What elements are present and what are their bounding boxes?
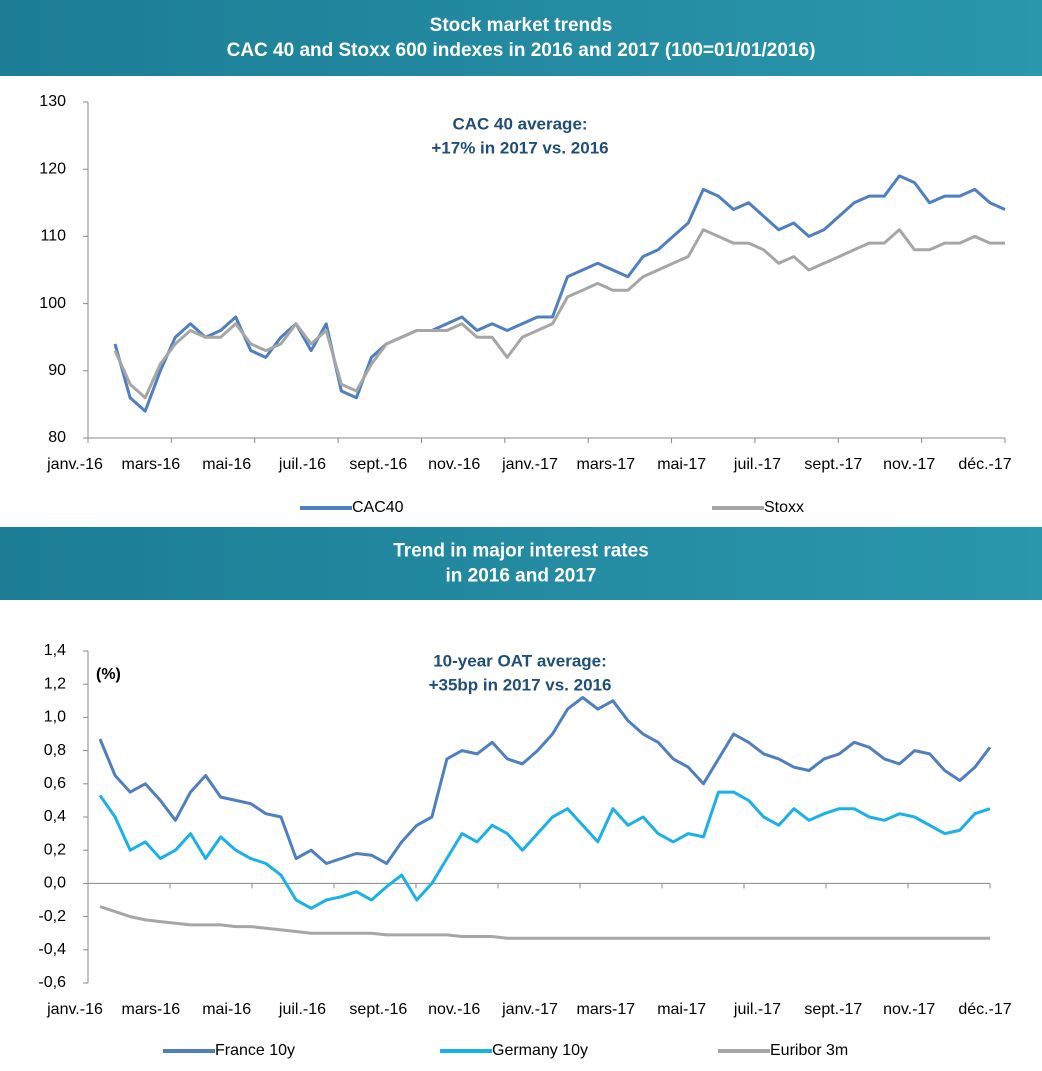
y-tick-label: 0,4 — [44, 808, 66, 825]
x-tick-label: nov.-16 — [428, 456, 480, 473]
x-tick-label: janv.-16 — [46, 456, 103, 473]
x-tick-label: déc.-17 — [958, 456, 1011, 473]
y-tick-label: 90 — [48, 362, 66, 379]
x-tick-label: sept.-17 — [804, 456, 862, 473]
y-tick-label: 1,2 — [44, 675, 66, 692]
legend-label: France 10y — [215, 1042, 295, 1059]
x-tick-label: janv.-16 — [46, 1001, 103, 1018]
y-tick-label: 80 — [48, 429, 66, 446]
legend-label: Euribor 3m — [770, 1042, 848, 1059]
series-line — [98, 696, 992, 865]
annotation: +17% in 2017 vs. 2016 — [431, 138, 608, 157]
series-line — [99, 905, 990, 940]
series-line — [113, 174, 1006, 413]
x-tick-label: mars-16 — [121, 456, 180, 473]
x-tick-label: mai-16 — [202, 456, 251, 473]
y-tick-label: 120 — [39, 160, 66, 177]
y-tick-label: 110 — [40, 228, 66, 245]
y-tick-label: 0,0 — [44, 875, 66, 892]
header-title: Trend in major interest rates — [393, 541, 649, 562]
series-line — [113, 228, 1005, 400]
x-tick-label: déc.-17 — [958, 1001, 1011, 1018]
x-tick-label: juil.-16 — [278, 1001, 326, 1018]
header-title: Stock market trends — [430, 15, 613, 36]
annotation: 10-year OAT average: — [433, 651, 607, 670]
y-tick-label: -0,6 — [38, 974, 66, 991]
y-tick-label: -0,2 — [38, 908, 66, 925]
annotation: +35bp in 2017 vs. 2016 — [429, 675, 612, 694]
y-tick-label: 0,8 — [44, 742, 66, 759]
legend-label: Stoxx — [764, 499, 804, 516]
x-tick-label: nov.-16 — [428, 1001, 480, 1018]
x-tick-label: janv.-17 — [501, 1001, 558, 1018]
header-subtitle: CAC 40 and Stoxx 600 indexes in 2016 and… — [227, 40, 816, 61]
y-unit-label: (%) — [96, 666, 121, 683]
y-tick-label: 1,0 — [44, 709, 66, 726]
x-tick-label: nov.-17 — [883, 1001, 935, 1018]
legend-label: Germany 10y — [492, 1042, 588, 1059]
header-band — [0, 0, 1042, 76]
y-tick-label: 1,4 — [44, 642, 66, 659]
x-tick-label: mai-17 — [657, 1001, 706, 1018]
y-tick-label: 100 — [39, 295, 66, 312]
y-tick-label: 0,2 — [44, 841, 66, 858]
x-tick-label: juil.-17 — [733, 1001, 781, 1018]
x-tick-label: mars-16 — [121, 1001, 180, 1018]
x-tick-label: juil.-16 — [278, 456, 326, 473]
x-tick-label: mars-17 — [576, 456, 635, 473]
x-tick-label: nov.-17 — [883, 456, 935, 473]
y-tick-label: -0,4 — [38, 941, 66, 958]
series-line — [98, 790, 991, 910]
x-tick-label: juil.-17 — [733, 456, 781, 473]
legend-label: CAC40 — [352, 499, 404, 516]
header-band — [0, 527, 1042, 600]
annotation: CAC 40 average: — [452, 114, 587, 133]
y-tick-label: 130 — [39, 93, 66, 110]
x-tick-label: sept.-16 — [349, 456, 407, 473]
y-tick-label: 0,6 — [44, 775, 66, 792]
header-subtitle: in 2016 and 2017 — [445, 566, 596, 587]
x-tick-label: janv.-17 — [501, 456, 558, 473]
x-tick-label: sept.-16 — [349, 1001, 407, 1018]
x-tick-label: mars-17 — [576, 1001, 635, 1018]
x-tick-label: sept.-17 — [804, 1001, 862, 1018]
x-tick-label: mai-17 — [657, 456, 706, 473]
x-tick-label: mai-16 — [202, 1001, 251, 1018]
